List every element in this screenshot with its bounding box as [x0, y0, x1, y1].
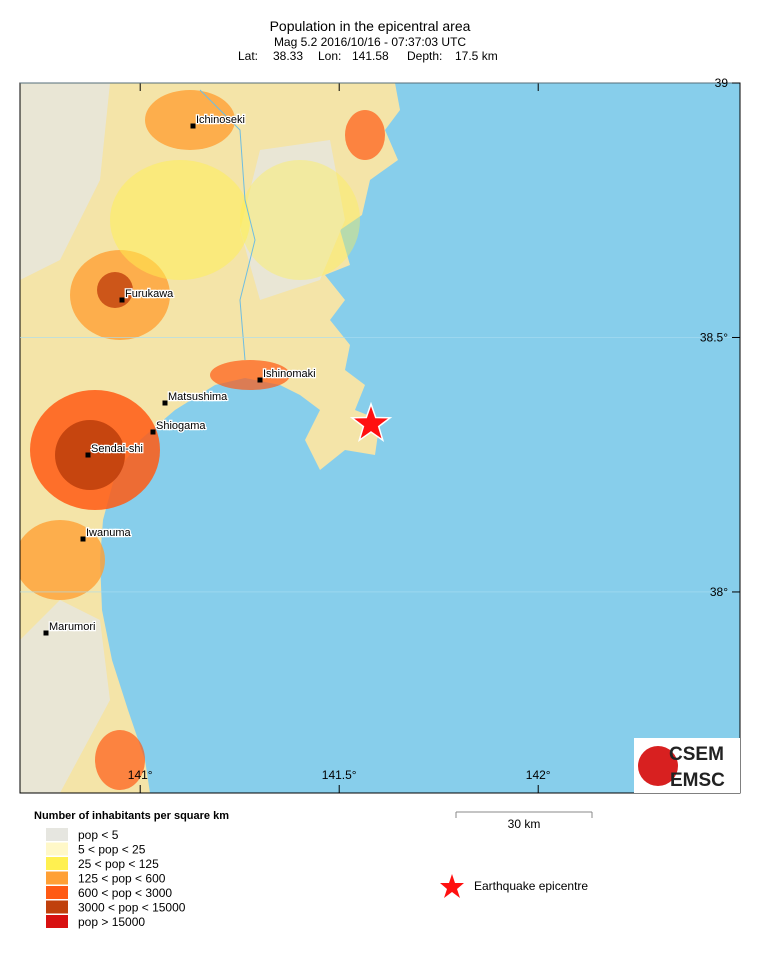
- y-tick-label: 38°: [710, 585, 728, 599]
- legend-label: pop > 15000: [78, 915, 145, 929]
- river: [199, 89, 256, 361]
- y-tick-label: 39: [715, 76, 729, 90]
- legend-label: 5 < pop < 25: [78, 843, 146, 857]
- land-gray: [20, 83, 345, 793]
- city-marker: [162, 400, 168, 406]
- info-value: 38.33: [273, 49, 303, 63]
- epicentre: [349, 401, 393, 443]
- info-label: Lon:: [318, 49, 341, 63]
- city-label: Furukawa: [125, 288, 174, 300]
- epicentre-legend-star: [440, 874, 464, 898]
- x-tick-label: 141.5°: [322, 768, 357, 782]
- legend-swatch: [46, 842, 68, 856]
- x-tick-label: 141°: [128, 768, 153, 782]
- map-area: [20, 83, 740, 793]
- legend-swatch: [46, 900, 68, 914]
- info-label: Depth:: [407, 49, 442, 63]
- legend-swatch: [46, 886, 68, 899]
- population-patches: [20, 90, 385, 790]
- legend-swatch: [46, 857, 68, 870]
- city-label: Iwanuma: [86, 527, 132, 539]
- city-label: Ichinoseki: [196, 114, 245, 126]
- city-label: Ishinomaki: [263, 368, 316, 380]
- city-label: Sendai-shi: [91, 443, 143, 455]
- legend-title: Number of inhabitants per square km: [34, 810, 229, 822]
- scale-label: 30 km: [508, 817, 541, 831]
- city-marker: [190, 123, 196, 129]
- legend-swatch: [46, 871, 68, 885]
- legend-label: pop < 5: [78, 828, 119, 842]
- city-label: Shiogama: [156, 420, 206, 432]
- logo-bottom: EMSC: [670, 770, 725, 791]
- legend-label: 125 < pop < 600: [78, 872, 166, 886]
- y-tick-label: 38.5°: [700, 330, 728, 344]
- logo-top: CSEM: [669, 744, 724, 765]
- city-label: Matsushima: [168, 391, 228, 403]
- x-tick-label: 142°: [526, 768, 551, 782]
- info-label: Lat:: [238, 49, 258, 63]
- city-marker: [150, 429, 156, 435]
- legend-label: 25 < pop < 125: [78, 857, 159, 871]
- title: Population in the epicentral area: [270, 18, 471, 34]
- subtitle: Mag 5.2 2016/10/16 - 07:37:03 UTC: [274, 35, 466, 49]
- info-value: 141.58: [352, 49, 389, 63]
- legend-swatch: [46, 915, 68, 928]
- info-value: 17.5 km: [455, 49, 498, 63]
- legend-label: 600 < pop < 3000: [78, 886, 172, 900]
- legend-swatch: [46, 828, 68, 841]
- city-marker: [257, 377, 263, 383]
- city-label: Marumori: [49, 621, 95, 633]
- city-marker: [80, 536, 86, 542]
- legend-label: 3000 < pop < 15000: [78, 901, 186, 915]
- epicentre-legend-label: Earthquake epicentre: [474, 879, 588, 893]
- city-marker: [119, 297, 125, 303]
- logo: CSEM EMSC: [634, 738, 740, 793]
- city-marker: [85, 452, 91, 458]
- city-marker: [43, 630, 49, 636]
